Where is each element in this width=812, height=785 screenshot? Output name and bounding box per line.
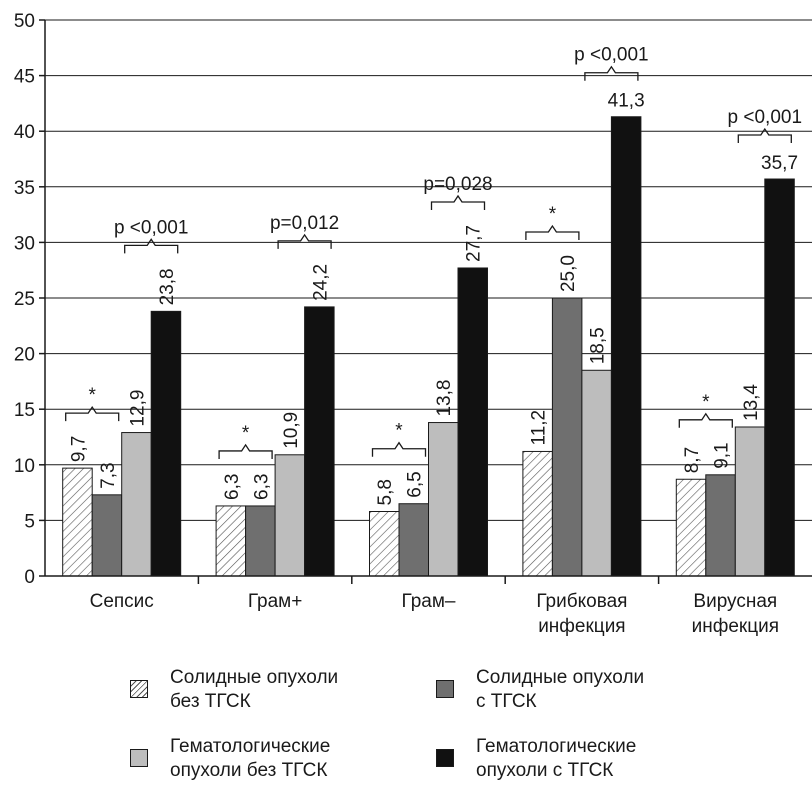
significance-bracket xyxy=(218,443,273,459)
significance-bracket xyxy=(124,238,179,254)
data-label: 8,7 xyxy=(682,447,703,473)
significance-label: * xyxy=(549,204,557,225)
data-label: 24,2 xyxy=(310,264,331,301)
significance-bracket xyxy=(371,441,427,457)
bar xyxy=(734,426,766,577)
data-labels: 9,7 6,3 5,8 11,2 8,7 7,3 6,3 6,5 25,0 9,1 12,9 10,9… xyxy=(68,91,798,506)
significance-label: * xyxy=(395,421,403,442)
data-label: 11,2 xyxy=(529,410,550,446)
y-tick-label: 25 xyxy=(14,289,35,310)
x-category-label: Вирусная xyxy=(693,591,777,612)
significance-label: p <0,001 xyxy=(728,107,803,128)
data-label: 27,7 xyxy=(464,225,485,262)
y-tick-label: 0 xyxy=(24,567,35,588)
bar xyxy=(457,267,488,577)
bar xyxy=(304,306,335,577)
bar xyxy=(91,494,123,577)
bar xyxy=(764,178,795,577)
data-label: 7,3 xyxy=(98,462,119,488)
significance-label: p=0,028 xyxy=(423,174,492,195)
x-category-label: инфекция xyxy=(692,616,779,637)
bar xyxy=(522,450,553,577)
significance-annotations: * p <0,001 * p=0,012 * p=0,028 * p <0,001 * p <0,… xyxy=(65,45,803,459)
data-label: 23,8 xyxy=(157,268,178,305)
significance-label: p <0,001 xyxy=(574,45,649,66)
significance-bracket xyxy=(65,405,120,422)
data-label: 6,3 xyxy=(222,474,243,500)
y-tick-label: 45 xyxy=(14,67,35,88)
y-tick-label: 10 xyxy=(14,456,35,477)
y-tick-label: 15 xyxy=(14,400,35,421)
bar xyxy=(62,467,93,577)
axes: 0 5 10 15 20 25 30 35 40 45 50 Сепсис Грам+ Грам– Гриб… xyxy=(14,11,812,637)
data-label: 6,3 xyxy=(251,474,272,500)
bar xyxy=(215,505,247,577)
bar xyxy=(551,297,583,577)
bar xyxy=(705,474,736,577)
significance-label: p=0,012 xyxy=(270,213,339,234)
data-label: 9,7 xyxy=(68,436,89,462)
significance-label: p <0,001 xyxy=(114,217,189,238)
bar xyxy=(398,503,429,577)
x-category-label: Грибковая xyxy=(536,591,627,612)
significance-bracket xyxy=(277,233,332,249)
bar xyxy=(610,116,642,577)
significance-bracket xyxy=(584,65,639,81)
significance-label: * xyxy=(88,385,96,406)
bar xyxy=(274,454,306,577)
data-label: 12,9 xyxy=(127,390,148,427)
x-category-label: инфекция xyxy=(538,616,625,637)
significance-bracket xyxy=(737,127,792,144)
data-label: 9,1 xyxy=(712,442,733,468)
bar xyxy=(121,432,152,577)
data-label: 10,9 xyxy=(281,412,302,449)
bar xyxy=(675,478,707,577)
bar xyxy=(245,505,276,577)
data-label: 13,8 xyxy=(434,380,455,417)
y-tick-label: 20 xyxy=(14,345,35,366)
x-category-label: Грам+ xyxy=(248,591,303,612)
y-tick-label: 30 xyxy=(14,233,35,254)
bar xyxy=(150,310,182,577)
significance-bracket xyxy=(678,412,733,428)
y-tick-label: 50 xyxy=(14,11,35,32)
significance-bracket xyxy=(430,194,486,210)
bar xyxy=(581,369,612,577)
data-label: 35,7 xyxy=(761,153,798,174)
data-label: 13,4 xyxy=(741,384,762,421)
significance-label: * xyxy=(702,392,710,413)
significance-label: * xyxy=(242,423,250,444)
data-label: 6,5 xyxy=(405,471,426,497)
bar xyxy=(428,422,459,577)
y-tick-label: 35 xyxy=(14,178,35,199)
x-category-label: Грам– xyxy=(402,591,456,612)
y-tick-label: 5 xyxy=(24,511,35,532)
data-label: 5,8 xyxy=(375,479,396,505)
x-category-label: Сепсис xyxy=(90,591,154,612)
data-label: 25,0 xyxy=(558,255,579,292)
data-label: 41,3 xyxy=(608,91,645,112)
y-tick-label: 40 xyxy=(14,122,35,143)
significance-bracket xyxy=(525,224,580,240)
bar xyxy=(369,511,400,577)
bars xyxy=(62,116,795,577)
data-label: 18,5 xyxy=(588,327,609,364)
